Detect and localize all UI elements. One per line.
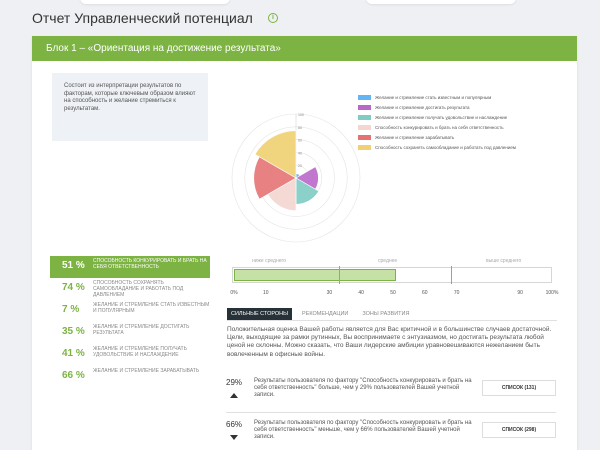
arrow-down-icon bbox=[230, 435, 238, 440]
factor-scores-list: 51 % СПОСОБНОСТЬ КОНКУРИРОВАТЬ И БРАТЬ НА… bbox=[50, 256, 210, 388]
factor-score-label: ЖЕЛАНИЕ И СТРЕМЛЕНИЕ СТАТЬ ИЗВЕСТНЫМ И П… bbox=[93, 302, 210, 314]
score-scale-bar bbox=[232, 266, 552, 284]
radar-legend: Желание и стремление стать известным и п… bbox=[358, 92, 573, 152]
list-button[interactable]: СПИСОК (298) bbox=[482, 422, 556, 438]
result-tabs: СИЛЬНЫЕ СТОРОНЫ РЕКОМЕНДАЦИИ ЗОНЫ РАЗВИТИЯ bbox=[227, 308, 419, 320]
stat-text: Результаты пользователя по фактору "Спос… bbox=[254, 378, 472, 399]
tab-underline bbox=[227, 320, 557, 321]
radar-slice[interactable] bbox=[254, 130, 297, 179]
factor-score-percent: 7 % bbox=[62, 304, 80, 315]
factor-score-row[interactable]: 41 % ЖЕЛАНИЕ И СТРЕМЛЕНИЕ ПОЛУЧАТЬ УДОВОЛ… bbox=[50, 344, 210, 366]
legend-swatch bbox=[358, 144, 371, 150]
legend-item: Способность сохранять самообладание и ра… bbox=[358, 142, 573, 152]
legend-item: Желание и стремление получать удовольств… bbox=[358, 112, 573, 122]
scale-tick-label: 70 bbox=[453, 290, 460, 296]
legend-label: Желание и стремление достигать результат… bbox=[375, 104, 470, 110]
top-tab[interactable] bbox=[366, 0, 516, 4]
factor-score-percent: 66 % bbox=[62, 370, 85, 381]
legend-label: Желание и стремление зарабатывать bbox=[375, 134, 455, 140]
scale-tick-label: 0% bbox=[230, 290, 238, 296]
factor-score-percent: 51 % bbox=[62, 260, 85, 271]
legend-swatch bbox=[358, 124, 371, 130]
factor-score-label: ЖЕЛАНИЕ И СТРЕМЛЕНИЕ ДОСТИГАТЬ РЕЗУЛЬТАТ… bbox=[93, 324, 190, 336]
scale-divider bbox=[451, 266, 452, 284]
info-icon[interactable]: i bbox=[268, 13, 278, 23]
legend-swatch bbox=[358, 94, 371, 100]
radar-slice[interactable] bbox=[253, 156, 297, 200]
factor-score-label: СПОСОБНОСТЬ СОХРАНЯТЬ САМООБЛАДАНИЕ И РА… bbox=[93, 280, 184, 298]
stat-percent: 29% bbox=[226, 378, 243, 387]
score-scale-fill bbox=[234, 269, 396, 281]
summary-text: Положительная оценка Вашей работы являет… bbox=[227, 326, 552, 358]
legend-swatch bbox=[358, 134, 371, 140]
factor-score-row[interactable]: 7 % ЖЕЛАНИЕ И СТРЕМЛЕНИЕ СТАТЬ ИЗВЕСТНЫМ … bbox=[50, 300, 210, 322]
list-button[interactable]: СПИСОК (131) bbox=[482, 380, 556, 396]
scale-tick-label: 10 bbox=[263, 290, 269, 296]
stat-percent: 66% bbox=[226, 420, 243, 429]
radar-scale-label: 20 bbox=[298, 164, 302, 168]
factor-score-percent: 74 % bbox=[62, 282, 85, 293]
scale-zone-labels: ниже среднего среднее выше среднего bbox=[232, 258, 552, 266]
legend-label: Способность конкурировать и брать на себ… bbox=[375, 124, 504, 130]
zone-label-below: ниже среднего bbox=[252, 258, 286, 264]
legend-swatch bbox=[358, 104, 371, 110]
report-card: Блок 1 – «Ориентация на достижение резул… bbox=[32, 36, 577, 450]
scale-divider bbox=[339, 266, 340, 284]
arrow-up-icon bbox=[230, 393, 238, 398]
scale-tick-label: 50 bbox=[390, 290, 396, 296]
factor-score-label: СПОСОБНОСТЬ КОНКУРИРОВАТЬ И БРАТЬ НА СЕБ… bbox=[93, 258, 207, 270]
factor-score-row[interactable]: 66 % ЖЕЛАНИЕ И СТРЕМЛЕНИЕ ЗАРАБАТЫВАТЬ bbox=[50, 366, 210, 388]
factor-score-percent: 35 % bbox=[62, 326, 85, 337]
block-header: Блок 1 – «Ориентация на достижение резул… bbox=[32, 36, 577, 61]
stat-text: Результаты пользователя по фактору "Спос… bbox=[254, 420, 472, 441]
radar-scale-label: 80 bbox=[298, 126, 302, 130]
scale-tick-label: 30 bbox=[326, 290, 333, 296]
block-description: Состоит из интерпретации результатов по … bbox=[52, 73, 208, 141]
stat-row-below: 66% Результаты пользователя по фактору "… bbox=[226, 420, 558, 450]
result-tab[interactable]: ЗОНЫ РАЗВИТИЯ bbox=[362, 311, 410, 317]
legend-label: Желание и стремление получать удовольств… bbox=[375, 114, 508, 120]
factor-score-label: ЖЕЛАНИЕ И СТРЕМЛЕНИЕ ЗАРАБАТЫВАТЬ bbox=[93, 368, 200, 374]
stat-separator bbox=[226, 412, 556, 413]
legend-item: Желание и стремление стать известным и п… bbox=[358, 92, 573, 102]
scale-ticks: 0% 10 30 40 50 60 70 90 100% bbox=[230, 290, 558, 298]
radar-scale-label: 100 bbox=[298, 113, 304, 117]
scale-tick-label: 60 bbox=[422, 290, 428, 296]
top-tab[interactable] bbox=[80, 0, 230, 4]
scale-tick-label: 100% bbox=[545, 290, 559, 296]
factor-score-row[interactable]: 74 % СПОСОБНОСТЬ СОХРАНЯТЬ САМООБЛАДАНИЕ … bbox=[50, 278, 210, 300]
legend-item: Способность конкурировать и брать на себ… bbox=[358, 122, 573, 132]
legend-item: Желание и стремление достигать результат… bbox=[358, 102, 573, 112]
radar-scale-label: 40 bbox=[298, 151, 302, 155]
radar-scale-label: 60 bbox=[298, 139, 302, 143]
top-tabs-strip bbox=[0, 0, 600, 6]
factor-score-label: ЖЕЛАНИЕ И СТРЕМЛЕНИЕ ПОЛУЧАТЬ УДОВОЛЬСТВ… bbox=[93, 346, 187, 358]
legend-label: Желание и стремление стать известным и п… bbox=[375, 94, 492, 100]
result-tab[interactable]: РЕКОМЕНДАЦИИ bbox=[302, 311, 349, 317]
legend-swatch bbox=[358, 114, 371, 120]
radar-chart: 100 80 60 40 20 bbox=[231, 113, 361, 243]
factor-score-row[interactable]: 51 % СПОСОБНОСТЬ КОНКУРИРОВАТЬ И БРАТЬ НА… bbox=[50, 256, 210, 278]
factor-score-percent: 41 % bbox=[62, 348, 85, 359]
result-tab[interactable]: СИЛЬНЫЕ СТОРОНЫ bbox=[227, 308, 293, 320]
zone-label-above: выше среднего bbox=[486, 258, 522, 264]
page-title: Отчет Управленческий потенциал bbox=[32, 10, 253, 26]
scale-tick-label: 40 bbox=[358, 290, 364, 296]
scale-tick-label: 90 bbox=[517, 290, 523, 296]
factor-score-row[interactable]: 35 % ЖЕЛАНИЕ И СТРЕМЛЕНИЕ ДОСТИГАТЬ РЕЗУЛ… bbox=[50, 322, 210, 344]
zone-label-average: среднее bbox=[378, 258, 398, 264]
stat-row-above: 29% Результаты пользователя по фактору "… bbox=[226, 378, 558, 412]
legend-item: Желание и стремление зарабатывать bbox=[358, 132, 573, 142]
legend-label: Способность сохранять самообладание и ра… bbox=[375, 144, 516, 150]
